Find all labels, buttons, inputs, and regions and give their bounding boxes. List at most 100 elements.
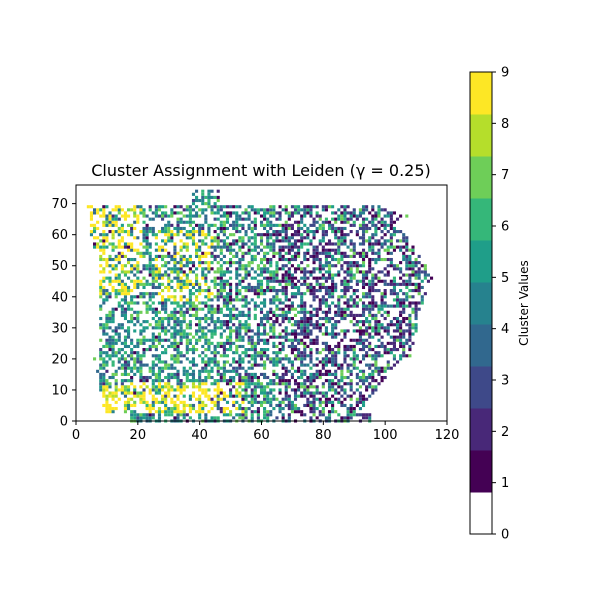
heatmap-cell [210, 351, 214, 355]
heatmap-cell [111, 338, 115, 342]
heatmap-cell [386, 332, 390, 336]
heatmap-cell [374, 230, 378, 234]
heatmap-cell [389, 282, 393, 286]
heatmap-cell [210, 397, 214, 401]
heatmap-cell [142, 391, 146, 395]
heatmap-cell [321, 248, 325, 252]
heatmap-cell [374, 385, 378, 389]
heatmap-cell [123, 301, 128, 305]
heatmap-cell [340, 282, 344, 286]
heatmap-cell [399, 320, 403, 324]
heatmap-cell [389, 251, 393, 255]
heatmap-cell [117, 261, 121, 265]
heatmap-cell [188, 301, 192, 305]
heatmap-cell [111, 354, 115, 358]
heatmap-cell [117, 357, 121, 361]
heatmap-cell [151, 273, 155, 277]
heatmap-cell [111, 236, 115, 240]
heatmap-cell [161, 400, 165, 404]
heatmap-cell [198, 214, 202, 218]
heatmap-cell [281, 407, 285, 411]
heatmap-cell [266, 261, 270, 265]
heatmap-cell [297, 326, 301, 330]
heatmap-cell [358, 391, 362, 395]
heatmap-cell [371, 248, 375, 252]
heatmap-cell [327, 316, 332, 321]
heatmap-cell [204, 236, 208, 240]
heatmap-cell [173, 205, 177, 209]
heatmap-cell [148, 410, 152, 414]
heatmap-cell [213, 195, 217, 199]
heatmap-cell [185, 301, 189, 305]
heatmap-cell [331, 295, 335, 299]
heatmap-cell [355, 282, 359, 286]
heatmap-cell [195, 189, 199, 193]
heatmap-cell [222, 214, 226, 218]
heatmap-cell [361, 230, 366, 234]
heatmap-cell [309, 205, 313, 209]
heatmap-cell [136, 295, 140, 299]
heatmap-cell [266, 320, 270, 324]
heatmap-cell [164, 413, 168, 417]
heatmap-cell [312, 298, 316, 302]
heatmap-cell [238, 326, 242, 330]
heatmap-cell [343, 310, 347, 314]
heatmap-cell [272, 211, 276, 215]
heatmap-cell [222, 239, 226, 243]
heatmap-cell [235, 254, 239, 258]
heatmap-cell [123, 366, 128, 370]
heatmap-cell [151, 285, 155, 290]
heatmap-cell [145, 264, 149, 268]
heatmap-cell [281, 285, 285, 290]
heatmap-cell [114, 307, 118, 311]
heatmap-cell [213, 403, 217, 408]
heatmap-cell [188, 282, 192, 286]
heatmap-cell [287, 310, 291, 314]
heatmap-cell [185, 332, 189, 336]
heatmap-cell [386, 257, 390, 262]
heatmap-cell [343, 251, 347, 255]
heatmap-cell [213, 279, 217, 283]
heatmap-cell [361, 261, 366, 265]
heatmap-cell [213, 326, 217, 330]
heatmap-cell [361, 285, 366, 290]
heatmap-cell [235, 351, 239, 355]
heatmap-cell [173, 301, 177, 305]
heatmap-cell [340, 385, 344, 389]
heatmap-cell [331, 301, 335, 305]
heatmap-cell [337, 295, 341, 299]
heatmap-cell [225, 341, 230, 345]
heatmap-cell [272, 329, 276, 333]
heatmap-cell [179, 289, 183, 293]
heatmap-cell [157, 323, 162, 327]
heatmap-cell [355, 289, 359, 293]
heatmap-cell [241, 313, 245, 317]
heatmap-cell [244, 295, 248, 299]
heatmap-cell [399, 230, 403, 234]
heatmap-cell [253, 332, 257, 336]
heatmap-cell [213, 394, 217, 398]
heatmap-cell [281, 348, 285, 352]
heatmap-cell [284, 230, 288, 234]
heatmap-cell [281, 248, 285, 252]
heatmap-cell [352, 261, 356, 265]
heatmap-cell [173, 211, 177, 215]
heatmap-cell [161, 205, 165, 209]
heatmap-cell [284, 366, 288, 370]
heatmap-cell [402, 351, 406, 355]
heatmap-cell [133, 366, 137, 370]
heatmap-cell [318, 369, 322, 373]
heatmap-cell [195, 276, 199, 280]
heatmap-cell [386, 363, 390, 367]
heatmap-cell [250, 372, 254, 376]
heatmap-cell [263, 400, 267, 404]
heatmap-cell [133, 273, 137, 277]
heatmap-cell [284, 335, 288, 339]
heatmap-cell [272, 313, 276, 317]
heatmap-cell [358, 329, 362, 333]
heatmap-cell [130, 382, 134, 386]
heatmap-cell [293, 257, 298, 262]
heatmap-cell [331, 254, 335, 258]
heatmap-cell [102, 403, 106, 408]
heatmap-cell [170, 223, 174, 227]
